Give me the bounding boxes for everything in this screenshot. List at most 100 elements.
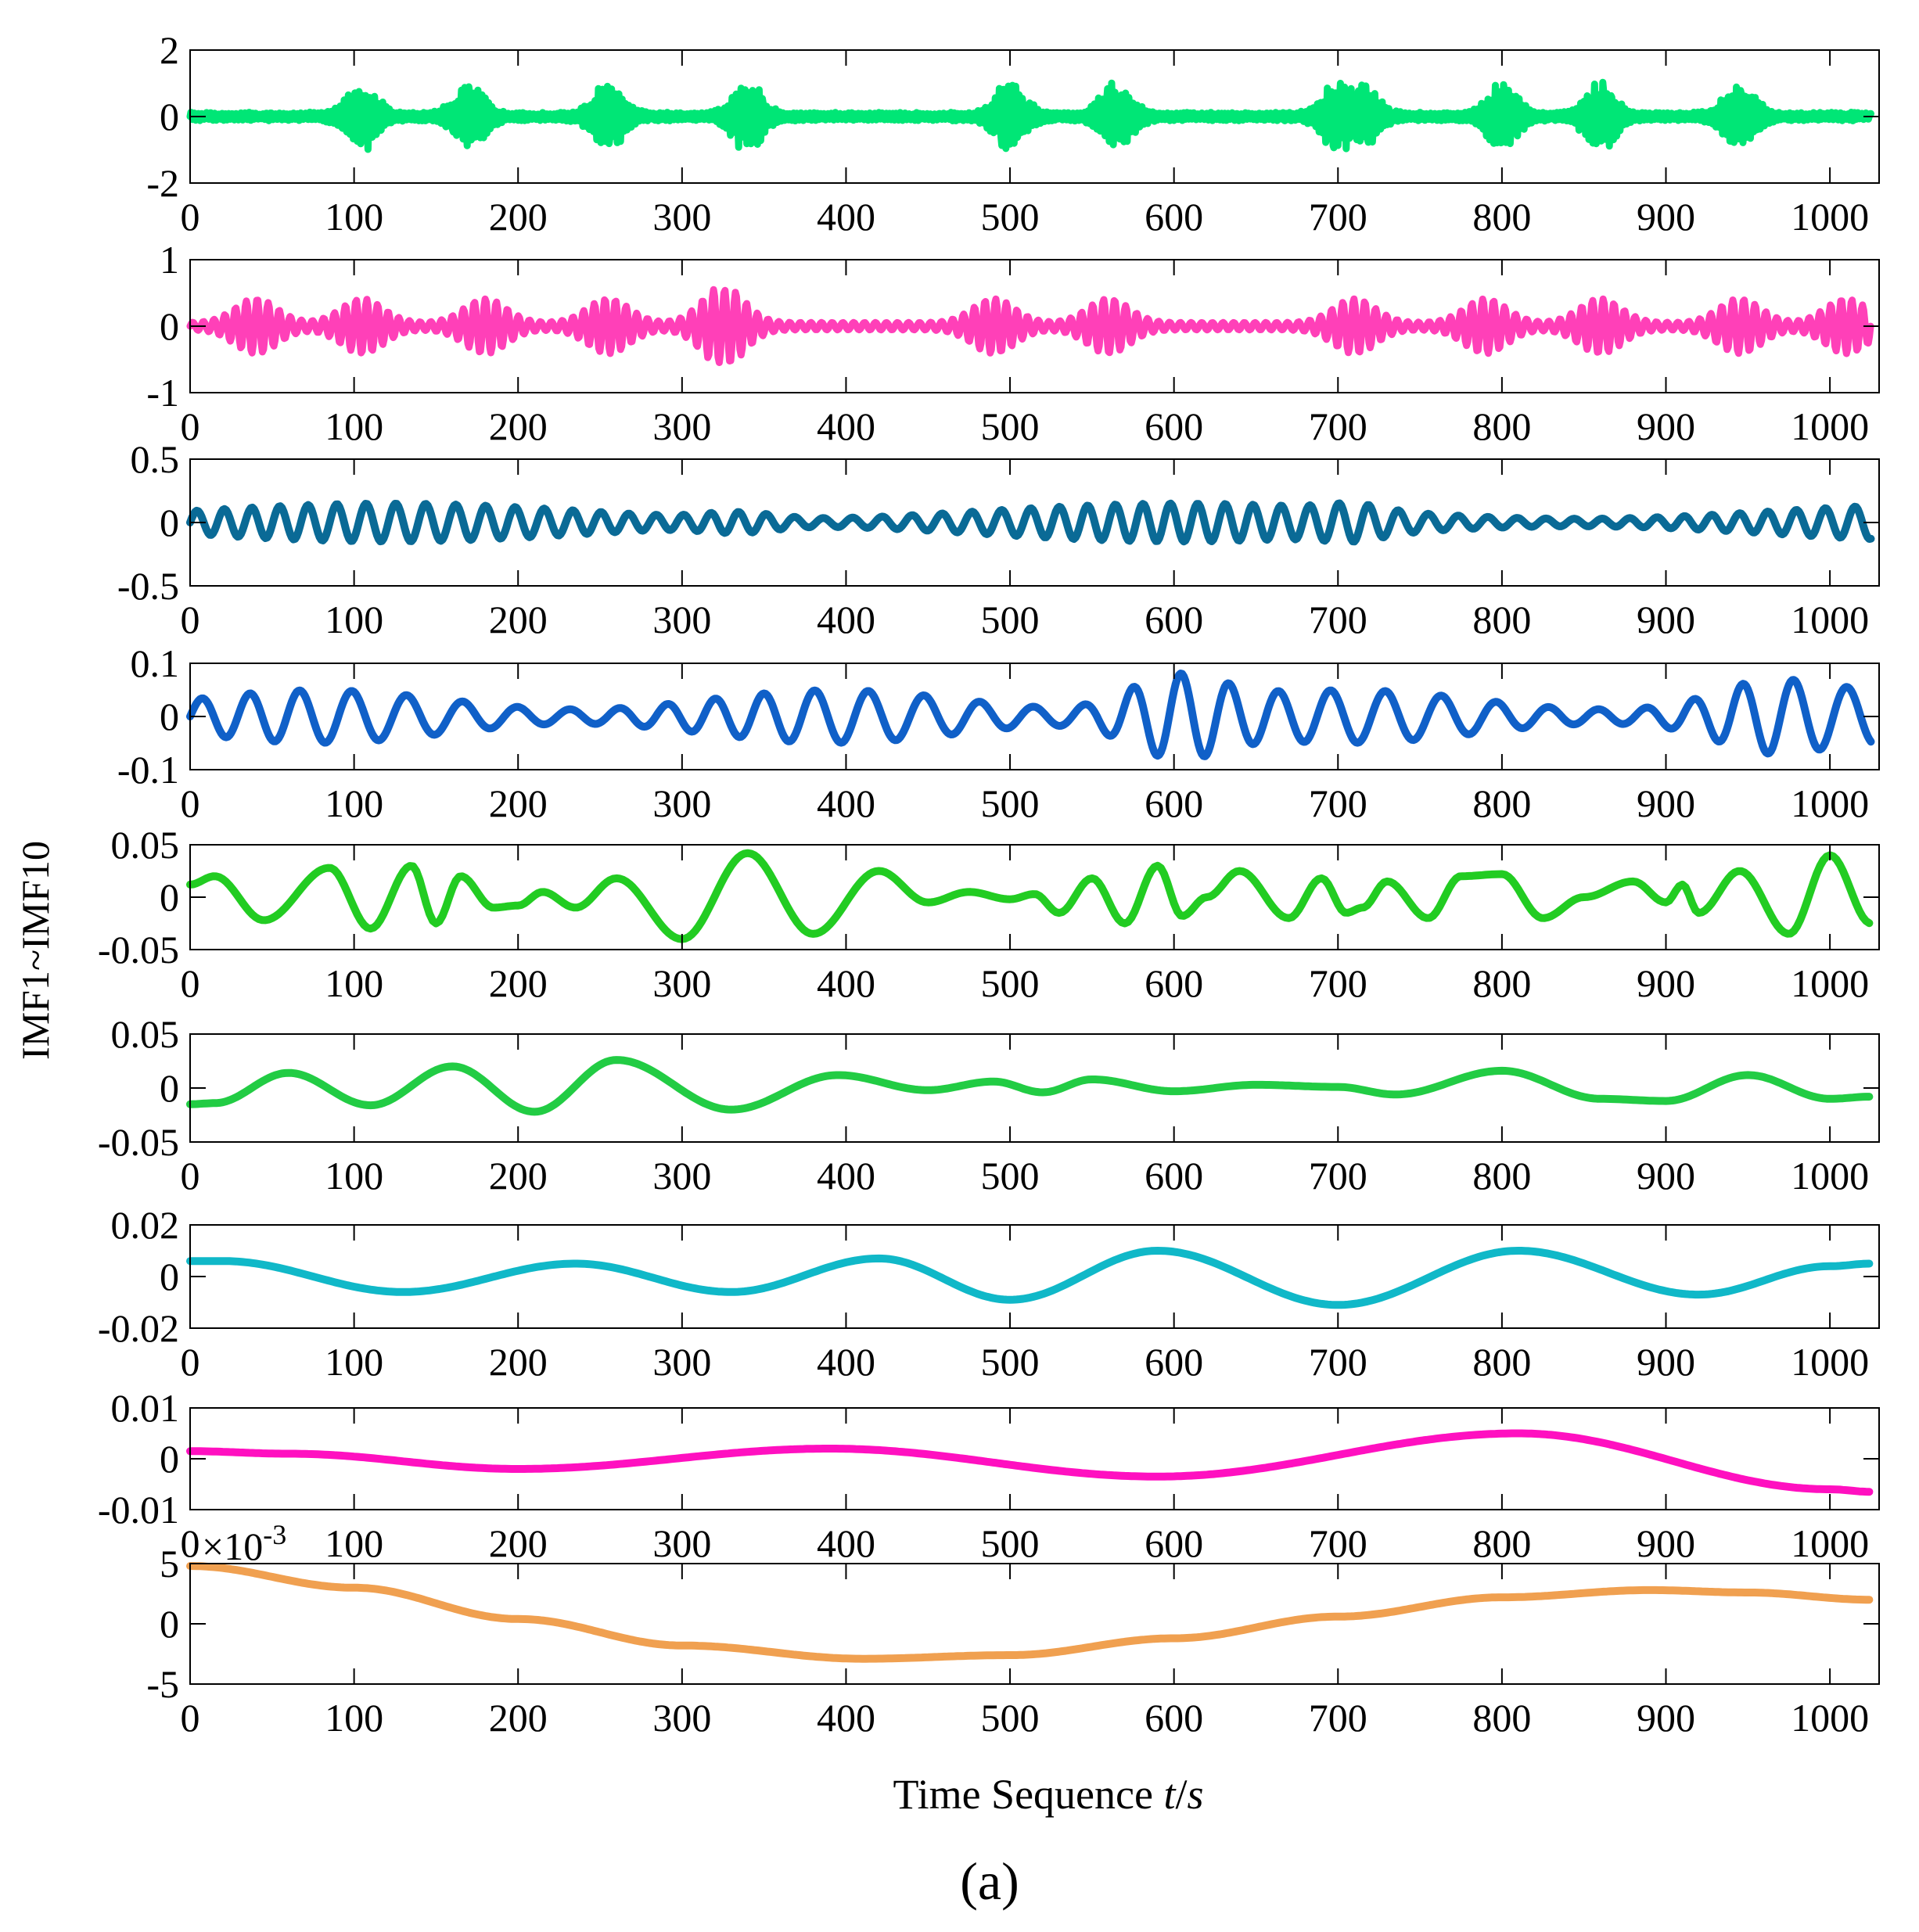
panel-imf7: 0.020-0.020 100 200 300 400 500 600 700 800 900 10… [98,1203,1880,1384]
series-line-imf9 [186,1562,1874,1663]
y-tick-label: -0.5 [117,564,179,608]
series-line-imf1 [186,78,1874,153]
x-tick-label: 200 [489,195,548,239]
y-tick-label: 2 [160,28,179,72]
panel-imf3: 0.50-0.50 100 200 300 400 500 600 700 800 900 1000 [117,437,1880,641]
y-tick-label: -0.01 [98,1488,179,1532]
panel-imf5: 0.050-0.050 100 200 300 400 500 600 700 800 900 10… [98,823,1880,1005]
x-tick-label: 900 [1637,195,1695,239]
x-tick-label: 100 [325,1340,383,1384]
y-tick-label: 0 [160,501,179,544]
x-axis-label-prefix: Time Sequence [893,1771,1163,1818]
x-tick-label: 500 [981,1521,1040,1565]
x-tick-label: 700 [1309,781,1367,825]
x-tick-label: 700 [1309,961,1367,1005]
x-tick-label: 100 [325,598,383,641]
x-tick-label: 300 [652,1154,711,1198]
x-tick-label: 500 [981,781,1040,825]
y-tick-label: 0 [160,1066,179,1110]
x-tick-label: 1000 [1791,1521,1869,1565]
x-tick-label: 200 [489,1696,548,1740]
y-axis-label: IMF1~IMF10 [13,841,57,1060]
x-tick-label: 400 [817,1340,875,1384]
x-tick-label: 700 [1309,404,1367,448]
y-tick-label: 0 [160,695,179,738]
series-line-imf3 [186,499,1875,546]
x-axis-label-sep: / [1175,1771,1187,1818]
y-tick-label: 0.05 [111,823,180,867]
x-tick-label: 700 [1309,1154,1367,1198]
x-tick-label: 500 [981,404,1040,448]
x-tick-label: 700 [1309,1340,1367,1384]
x-tick-label: 800 [1472,195,1531,239]
x-tick-label: 100 [325,1154,383,1198]
x-tick-label: 1000 [1791,781,1869,825]
x-tick-label: 1000 [1791,1340,1869,1384]
y-tick-label: 0.1 [131,641,180,685]
x-tick-label: 500 [981,598,1040,641]
x-tick-label: 500 [981,961,1040,1005]
x-tick-label: 600 [1145,961,1203,1005]
series-line-imf6 [186,1056,1874,1116]
x-axis-label: Time Sequence t/s [893,1771,1203,1818]
y-tick-label: -5 [146,1662,179,1706]
x-tick-label: 600 [1145,1340,1203,1384]
x-tick-label: 500 [981,1154,1040,1198]
x-tick-label: 1000 [1791,961,1869,1005]
x-tick-label: 200 [489,598,548,641]
x-tick-label: 0 [181,1154,200,1198]
x-tick-label: 800 [1472,1696,1531,1740]
x-tick-label: 200 [489,1521,548,1565]
x-tick-label: 400 [817,781,875,825]
y-tick-label: 0 [160,304,179,348]
y-tick-label: 0 [160,1255,179,1298]
x-tick-label: 600 [1145,781,1203,825]
x-tick-label: 300 [652,781,711,825]
x-axis-label-unit: s [1187,1771,1203,1818]
x-tick-label: 800 [1472,781,1531,825]
x-tick-label: 400 [817,961,875,1005]
x-tick-label: 900 [1637,598,1695,641]
panel-imf4: 0.10-0.10 100 200 300 400 500 600 700 800 900 1000 [117,641,1880,825]
y-tick-label: 0 [160,1437,179,1481]
x-tick-label: 0 [181,961,200,1005]
series-line-imf8 [186,1429,1874,1496]
x-tick-label: 0 [181,1521,200,1565]
x-tick-label: 300 [652,598,711,641]
y-exponent-power: -3 [263,1519,286,1550]
x-tick-label: 900 [1637,961,1695,1005]
x-tick-label: 900 [1637,1696,1695,1740]
x-tick-label: 1000 [1791,1154,1869,1198]
series-line-imf4 [186,670,1875,760]
x-tick-label: 500 [981,1340,1040,1384]
x-tick-label: 1000 [1791,1696,1869,1740]
x-tick-label: 0 [181,598,200,641]
x-tick-label: 300 [652,1696,711,1740]
x-tick-label: 400 [817,1154,875,1198]
x-tick-label: 100 [325,781,383,825]
x-tick-label: 100 [325,404,383,448]
y-tick-label: -2 [146,161,179,205]
series-line-imf2 [186,285,1874,366]
panel-imf1: 20-20 100 200 300 400 500 600 700 800 900 1000 [146,28,1880,239]
series-line-imf7 [186,1247,1874,1309]
x-tick-label: 0 [181,1340,200,1384]
y-tick-label: 0 [160,1602,179,1646]
x-tick-label: 900 [1637,781,1695,825]
series-line-imf5 [186,849,1874,943]
x-tick-label: 800 [1472,598,1531,641]
panel-imf8: 0.010-0.010 100 200 300 400 500 600 700 800 900 10… [98,1386,1880,1565]
y-exponent-label: ×10-3 [202,1519,286,1568]
x-tick-label: 300 [652,961,711,1005]
x-axis-label-var: t [1163,1771,1177,1818]
x-tick-label: 400 [817,598,875,641]
x-tick-label: 200 [489,1340,548,1384]
x-tick-label: 200 [489,1154,548,1198]
y-tick-label: -1 [146,371,179,415]
x-tick-label: 700 [1309,598,1367,641]
x-tick-label: 500 [981,1696,1040,1740]
axis-box [189,1563,1880,1685]
x-tick-label: 0 [181,195,200,239]
x-tick-label: 600 [1145,195,1203,239]
